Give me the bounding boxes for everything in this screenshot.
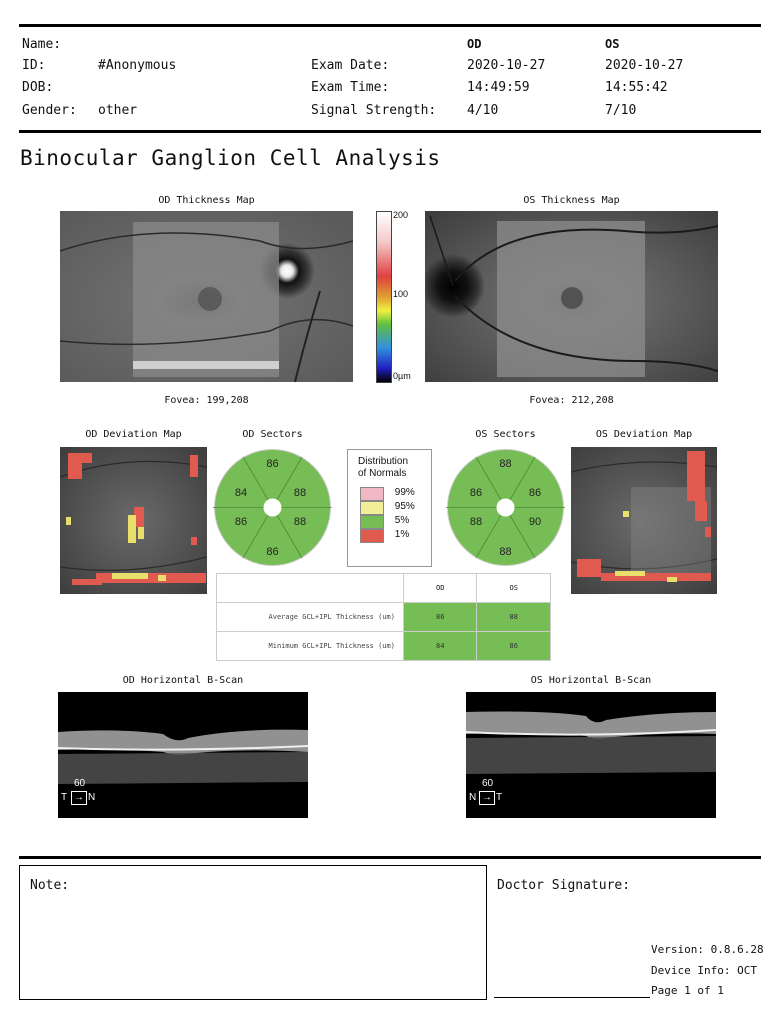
od-exam-time: 14:49:59 — [467, 80, 530, 95]
os-sector-top: 88 — [499, 458, 511, 470]
legend-label: 99% — [394, 487, 415, 498]
distribution-legend: Distribution of Normals 99% 95% 5% 1% — [347, 449, 432, 567]
od-exam-date: 2020-10-27 — [467, 58, 546, 73]
od-bscan-left-label: T — [61, 792, 68, 803]
os-thickness-map — [425, 211, 718, 382]
os-exam-date: 2020-10-27 — [605, 58, 684, 73]
os-fovea-label: Fovea: 212,208 — [529, 395, 614, 406]
os-signal-strength: 7/10 — [605, 103, 637, 118]
legend-swatch — [360, 501, 384, 515]
legend-title-line1: Distribution — [358, 456, 409, 467]
gender-label: Gender: — [22, 103, 77, 118]
legend-swatch — [360, 515, 384, 529]
id-value: #Anonymous — [98, 58, 177, 73]
os-bscan-title: OS Horizontal B-Scan — [530, 675, 652, 686]
legend-title-line2: of Normals — [358, 468, 407, 479]
od-sector-bottom-right: 88 — [294, 516, 306, 528]
table-header-row: OD OS — [216, 573, 551, 603]
page-number: Page 1 of 1 — [651, 984, 724, 997]
legend-label: 95% — [394, 501, 415, 512]
doctor-signature-label: Doctor Signature: — [497, 878, 631, 893]
od-sectors-title: OD Sectors — [242, 429, 303, 440]
os-thickness-title: OS Thickness Map — [523, 195, 620, 206]
os-sectors-chart: 88 86 86 88 90 88 — [446, 449, 565, 566]
legend-label: 1% — [394, 529, 410, 540]
od-bscan-title: OD Horizontal B-Scan — [122, 675, 244, 686]
od-sector-bottom-left: 86 — [235, 516, 247, 528]
os-deviation-map — [571, 447, 717, 594]
scale-mid-label: 100 — [393, 289, 409, 299]
id-label: ID: — [22, 58, 46, 73]
legend-label: 5% — [394, 515, 410, 526]
od-sector-top-left: 84 — [235, 487, 247, 499]
os-sector-bottom: 88 — [499, 546, 511, 558]
thickness-color-scale — [376, 211, 392, 383]
version-info: Version: 0.8.6.28 — [651, 943, 764, 956]
legend-item: 1% — [360, 529, 430, 543]
od-bscan-right-label: N — [88, 792, 96, 803]
od-sectors-chart: 86 84 88 86 88 86 — [213, 449, 332, 566]
od-thickness-map — [60, 211, 353, 382]
os-sectors-title: OS Sectors — [475, 429, 536, 440]
legend-item: 99% — [360, 487, 430, 501]
legend-swatch — [360, 529, 384, 543]
od-deviation-title: OD Deviation Map — [85, 429, 182, 440]
table-row: Average GCL+IPL Thickness (um) 86 88 — [216, 602, 551, 632]
od-sector-bottom: 86 — [266, 546, 278, 558]
os-bscan-left-label: N — [469, 792, 477, 803]
legend-item: 95% — [360, 501, 430, 515]
top-rule — [19, 24, 761, 27]
od-sector-top: 86 — [266, 458, 278, 470]
name-label: Name: — [22, 37, 62, 52]
table-cell-os: 88 — [476, 602, 551, 632]
gcl-ipl-table: OD OS Average GCL+IPL Thickness (um) 86 … — [216, 573, 551, 661]
od-signal-strength: 4/10 — [467, 103, 499, 118]
exam-date-label: Exam Date: — [311, 58, 390, 73]
os-eye-header: OS — [605, 37, 620, 51]
note-box — [19, 865, 487, 1000]
os-sector-top-left: 86 — [470, 487, 482, 499]
table-corner-cell — [216, 573, 404, 603]
dob-label: DOB: — [22, 80, 54, 95]
os-sector-top-right: 86 — [529, 487, 541, 499]
os-sector-bottom-right: 90 — [529, 516, 541, 528]
note-label: Note: — [30, 878, 70, 893]
table-cell-od: 86 — [402, 602, 478, 632]
device-info: Device Info: OCT — [651, 964, 757, 977]
legend-swatch — [360, 487, 384, 501]
table-cell-od: 84 — [402, 631, 478, 661]
table-col-od: OD — [402, 573, 478, 603]
os-bscan-scale: 60 — [482, 778, 494, 789]
table-cell-os: 86 — [476, 631, 551, 661]
os-bscan-arrow-icon: → — [479, 791, 495, 805]
header-rule — [19, 130, 761, 133]
od-deviation-map — [60, 447, 207, 594]
legend-item: 5% — [360, 515, 430, 529]
footer-rule — [19, 856, 761, 859]
table-row-label: Average GCL+IPL Thickness (um) — [216, 602, 404, 632]
od-thickness-title: OD Thickness Map — [158, 195, 255, 206]
od-bscan-scale: 60 — [74, 778, 86, 789]
signal-strength-label: Signal Strength: — [311, 103, 437, 118]
od-bscan-image: 60 T → N — [58, 692, 308, 818]
signature-line — [494, 997, 650, 998]
od-eye-header: OD — [467, 37, 482, 51]
os-sector-bottom-left: 88 — [470, 516, 482, 528]
os-deviation-title: OS Deviation Map — [595, 429, 693, 440]
scale-max-label: 200 — [393, 210, 409, 220]
os-exam-time: 14:55:42 — [605, 80, 668, 95]
od-bscan-arrow-icon: → — [71, 791, 87, 805]
os-bscan-right-label: T — [496, 792, 503, 803]
table-row-label: Minimum GCL+IPL Thickness (um) — [216, 631, 404, 661]
od-fovea-label: Fovea: 199,208 — [164, 395, 249, 406]
page-title: Binocular Ganglion Cell Analysis — [20, 146, 441, 170]
scale-min-label: 0µm — [393, 371, 411, 381]
table-col-os: OS — [476, 573, 551, 603]
od-sector-top-right: 88 — [294, 487, 306, 499]
exam-time-label: Exam Time: — [311, 80, 390, 95]
gender-value: other — [98, 103, 138, 118]
os-bscan-image: 60 N → T — [466, 692, 716, 818]
table-row: Minimum GCL+IPL Thickness (um) 84 86 — [216, 631, 551, 661]
